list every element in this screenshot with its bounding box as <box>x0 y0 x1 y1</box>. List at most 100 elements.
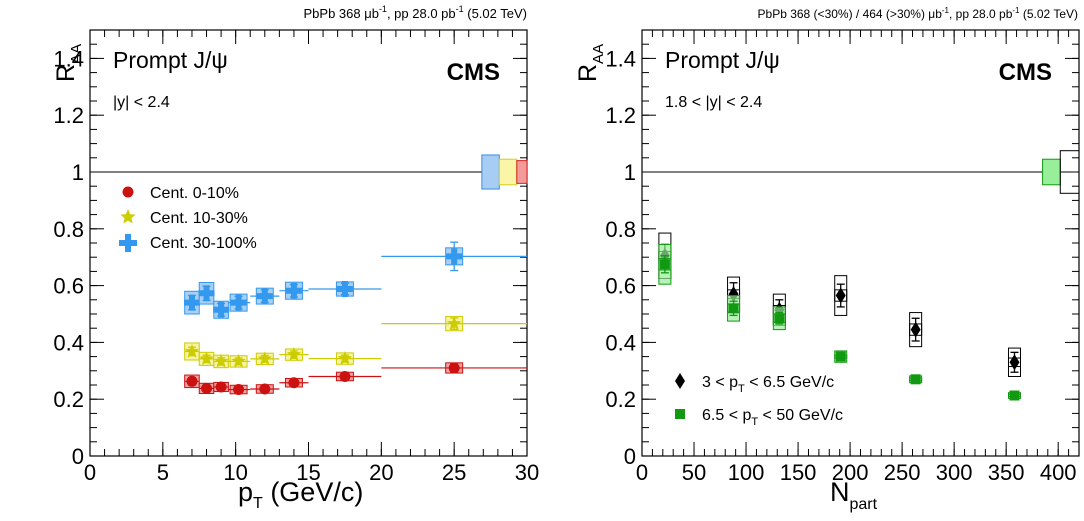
right-xtick-label: 150 <box>780 460 817 485</box>
left-cent-10-30-point <box>286 347 302 361</box>
left-cms-label: CMS <box>447 59 500 86</box>
right-6-5-pt-50-gev-c-point <box>774 313 785 324</box>
left-axes: 0 0.2 0.4 0.6 0.8 1 1.2 1.4 0 5 10 15 20 25 30 <box>53 29 539 485</box>
right-6-5-pt-50-gev-c-point <box>659 259 670 270</box>
legend-marker-high-pt <box>675 409 685 419</box>
left-ytick-label: 0.4 <box>53 330 84 355</box>
left-cent-30-100-point <box>285 282 302 299</box>
legend-marker-cent-10-30 <box>120 209 136 224</box>
right-y-axis-label: RAA <box>574 44 607 82</box>
right-global-uncertainty-box <box>1059 150 1080 194</box>
left-cent-10-30-point <box>214 353 229 368</box>
left-ytick-label: 0.2 <box>53 387 84 412</box>
left-cent-10-30-point <box>199 351 214 365</box>
right-3-pt-6-5-gev-c-point <box>910 321 921 338</box>
left-legend: Cent. 0-10% Cent. 10-30% Cent. 30-100% <box>119 185 257 252</box>
right-x-axis-label: Npart <box>830 477 878 513</box>
left-cent-30-100-point <box>256 288 273 305</box>
legend-marker-cent-30-100 <box>119 234 137 252</box>
right-ytick-label: 0.6 <box>605 274 636 299</box>
right-xtick-label: 50 <box>682 460 706 485</box>
left-xtick-label: 20 <box>369 460 393 485</box>
left-cent-30-100-point <box>198 285 215 302</box>
right-xtick-label: 200 <box>832 460 869 485</box>
legend-label-cent-0-10: Cent. 0-10% <box>150 185 239 202</box>
legend-label-cent-30-100: Cent. 30-100% <box>150 235 257 252</box>
right-xtick-label: 300 <box>936 460 973 485</box>
left-cent-0-10-point <box>288 377 300 389</box>
right-axes: 0 0.2 0.4 0.6 0.8 1 1.2 1.4 0 50 100 150 200 250 300 35… <box>605 29 1080 485</box>
left-global-uncertainty-box <box>516 160 528 184</box>
left-title: Prompt J/ψ <box>113 47 228 73</box>
right-ytick-label: 0.4 <box>605 330 636 355</box>
right-ytick-label: 1.4 <box>605 46 636 71</box>
right-legend: 3 < pT < 6.5 GeV/c 6.5 < pT < 50 GeV/c <box>675 373 843 428</box>
left-cent-10-30-point <box>337 351 352 365</box>
left-ytick-label: 1.4 <box>53 46 84 71</box>
right-xtick-label: 250 <box>884 460 921 485</box>
left-header: PbPb 368 μb-1, pp 28.0 pb-1 (5.02 TeV) <box>304 4 528 21</box>
left-cent-0-10-point <box>233 384 245 396</box>
left-xtick-label: 30 <box>515 460 539 485</box>
left-xtick-label: 25 <box>442 460 466 485</box>
right-6-5-pt-50-gev-c-point <box>1009 390 1020 401</box>
left-marks <box>90 154 528 396</box>
right-3-pt-6-5-gev-c-point <box>1009 354 1020 371</box>
left-global-uncertainty-box <box>481 154 500 190</box>
right-xtick-label: 100 <box>728 460 765 485</box>
left-cent-10-30-point <box>184 344 200 358</box>
left-xtick-label: 10 <box>223 460 247 485</box>
right-xtick-label: 0 <box>636 460 648 485</box>
right-header: PbPb 368 (<30%) / 464 (>30%) μb-1, pp 28… <box>758 6 1078 21</box>
left-cent-0-10-point <box>339 370 351 382</box>
legend-label-high-pt: 6.5 < pT < 50 GeV/c <box>702 407 843 428</box>
left-cent-30-100-point <box>213 301 230 318</box>
left-cent-10-30-point <box>257 351 272 365</box>
left-y-axis-label: RAA <box>52 44 85 82</box>
left-ytick-label: 1 <box>72 160 84 185</box>
right-marks <box>642 150 1080 401</box>
left-cent-30-100-point <box>230 294 247 311</box>
left-xtick-label: 15 <box>296 460 320 485</box>
right-global-uncertainty-box <box>1042 158 1061 186</box>
right-ytick-label: 1 <box>624 160 636 185</box>
right-6-5-pt-50-gev-c-point <box>728 303 739 314</box>
left-ytick-label: 0.6 <box>53 274 84 299</box>
right-ytick-label: 0.8 <box>605 217 636 242</box>
right-panel: PbPb 368 (<30%) / 464 (>30%) μb-1, pp 28… <box>574 6 1080 513</box>
left-cent-0-10-point <box>201 382 213 394</box>
right-3-pt-6-5-gev-c-point <box>835 287 846 304</box>
left-xtick-label: 5 <box>157 460 169 485</box>
right-6-5-pt-50-gev-c-point <box>835 351 846 362</box>
left-cent-10-30-point <box>231 353 246 368</box>
left-ytick-label: 1.2 <box>53 103 84 128</box>
left-cent-10-30-point <box>447 316 462 330</box>
legend-marker-low-pt <box>675 373 685 389</box>
left-global-uncertainty-box <box>498 158 518 186</box>
right-xtick-label: 350 <box>988 460 1025 485</box>
left-cent-0-10-point <box>448 362 460 374</box>
left-panel: PbPb 368 μb-1, pp 28.0 pb-1 (5.02 TeV) 0… <box>52 4 539 512</box>
right-6-5-pt-50-gev-c-point <box>910 374 921 385</box>
right-xtick-label: 400 <box>1040 460 1077 485</box>
left-cent-30-100-point <box>446 248 463 265</box>
left-cent-0-10-point <box>186 375 198 387</box>
right-title: Prompt J/ψ <box>665 47 780 73</box>
right-ytick-label: 0.2 <box>605 387 636 412</box>
left-cent-30-100-point <box>336 281 353 298</box>
right-ytick-label: 1.2 <box>605 103 636 128</box>
left-ytick-label: 0.8 <box>53 217 84 242</box>
left-ytick-label: 0 <box>72 444 84 469</box>
right-rapidity-label: 1.8 < |y| < 2.4 <box>665 94 762 111</box>
legend-marker-cent-0-10 <box>122 186 134 198</box>
left-xtick-label: 0 <box>84 460 96 485</box>
legend-label-low-pt: 3 < pT < 6.5 GeV/c <box>702 374 834 395</box>
left-cent-30-100-point <box>183 294 200 311</box>
left-rapidity-label: |y| < 2.4 <box>113 94 170 111</box>
right-cms-label: CMS <box>999 59 1052 86</box>
left-cent-0-10-point <box>259 383 271 395</box>
left-x-axis-label: pT (GeV/c) <box>238 477 363 512</box>
right-ytick-label: 0 <box>624 444 636 469</box>
legend-label-cent-10-30: Cent. 10-30% <box>150 210 248 227</box>
